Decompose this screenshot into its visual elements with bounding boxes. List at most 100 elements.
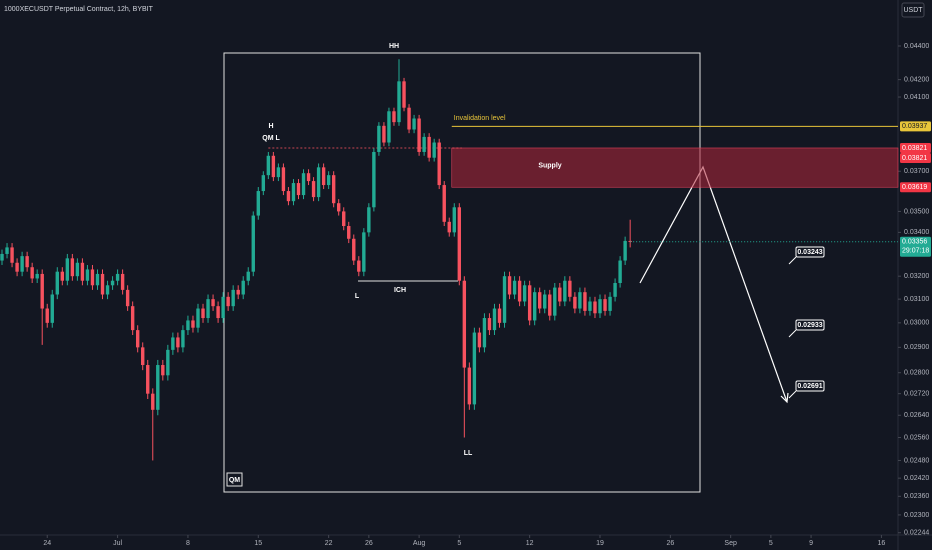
candle-body	[50, 294, 54, 323]
candle-body	[216, 306, 220, 319]
candle-body	[105, 285, 110, 295]
candle-body	[447, 221, 451, 233]
qm-box	[226, 472, 243, 487]
candle-body	[548, 294, 552, 316]
candle-body	[573, 296, 577, 309]
candle-body	[231, 289, 235, 307]
candle-body	[161, 365, 165, 376]
candle-body	[276, 167, 281, 178]
h-label: H	[268, 123, 273, 130]
invalidation-label: Invalidation level	[454, 115, 506, 122]
candle-body	[120, 273, 125, 290]
candle-body	[543, 294, 547, 309]
candle-body	[156, 365, 160, 410]
x-tick-label: 9	[809, 540, 813, 547]
candle-body	[296, 183, 301, 196]
candle-body	[326, 175, 331, 186]
last-price: 0.03356	[902, 239, 927, 246]
candle-body	[281, 167, 286, 192]
candle-body	[558, 287, 562, 302]
candle-body	[512, 280, 517, 295]
candle-body	[151, 393, 155, 410]
candle-body	[130, 306, 135, 331]
y-tick-label: 0.02640	[904, 412, 929, 419]
candle-body	[538, 292, 542, 309]
candle-body	[583, 292, 587, 311]
candle-body	[427, 136, 431, 158]
candle-body	[382, 125, 386, 143]
y-tick-label: 0.02560	[904, 434, 929, 441]
candle-body	[266, 155, 271, 176]
x-tick-label: 12	[526, 540, 534, 547]
supply-top-tag-bg	[900, 152, 931, 163]
invalidation-tag-bg	[900, 121, 931, 132]
candle-body	[402, 81, 406, 108]
candle-body	[236, 289, 240, 295]
candle-body	[578, 292, 582, 309]
candle-body	[608, 296, 612, 311]
candle-body	[452, 207, 456, 233]
candle-body	[80, 262, 85, 281]
candle-body	[146, 365, 150, 394]
candle-body	[357, 260, 361, 272]
candle-body	[397, 81, 401, 123]
target-label: 0.03243	[797, 249, 822, 256]
candle-body	[221, 296, 225, 319]
invalidation-tag: 0.03937	[902, 123, 927, 130]
candle-body	[110, 280, 115, 286]
candle-body	[527, 285, 532, 321]
arrow-head	[780, 392, 789, 404]
candle-body	[271, 155, 276, 178]
x-tick-label: 22	[325, 540, 333, 547]
candle-body	[15, 262, 19, 272]
candle-body	[372, 151, 376, 208]
candle-body	[367, 207, 371, 233]
supply-label: Supply	[538, 162, 561, 169]
qml-tag-bg	[900, 142, 931, 153]
candle-body	[342, 211, 346, 227]
candle-body	[211, 299, 215, 307]
supply-top-tag: 0.03821	[902, 155, 927, 162]
y-tick-label: 0.02360	[904, 493, 929, 500]
candle-body	[442, 185, 446, 222]
candle-body	[55, 271, 59, 295]
y-tick-label: 0.03100	[904, 296, 929, 303]
candle-body	[352, 238, 356, 261]
candle-body	[125, 289, 130, 307]
last-price-bg	[900, 236, 931, 257]
candle-body	[472, 332, 477, 405]
candle-body	[10, 247, 14, 263]
candle-body	[306, 173, 311, 182]
y-tick-label: 0.02720	[904, 391, 929, 398]
candle-body	[412, 118, 416, 130]
target-box	[795, 319, 825, 331]
countdown: 29:07:18	[902, 248, 929, 255]
candle-body	[311, 181, 316, 198]
candle-body	[286, 191, 291, 202]
target-pointer	[788, 390, 797, 399]
candle-body	[613, 283, 617, 297]
candle-body	[492, 308, 497, 331]
candle-body	[206, 299, 210, 319]
candle-body	[407, 107, 411, 130]
candle-body	[336, 203, 341, 212]
candle-body	[226, 296, 230, 307]
candle-body	[563, 280, 567, 302]
y-tick-label: 0.02300	[904, 512, 929, 519]
candle-body	[568, 280, 572, 297]
candle-body	[261, 175, 266, 192]
candle-body	[291, 183, 296, 202]
candle-body	[321, 167, 326, 186]
candle-body	[618, 260, 622, 284]
hh-label: HH	[389, 43, 399, 50]
target-box	[795, 380, 825, 392]
ll-label: LL	[464, 450, 473, 457]
candle-body	[35, 273, 39, 279]
candle-body	[65, 258, 70, 281]
candle-body	[201, 308, 205, 319]
candle-body	[301, 173, 306, 196]
candle-body	[462, 280, 467, 368]
candles	[0, 59, 632, 461]
candle-body	[477, 332, 482, 348]
